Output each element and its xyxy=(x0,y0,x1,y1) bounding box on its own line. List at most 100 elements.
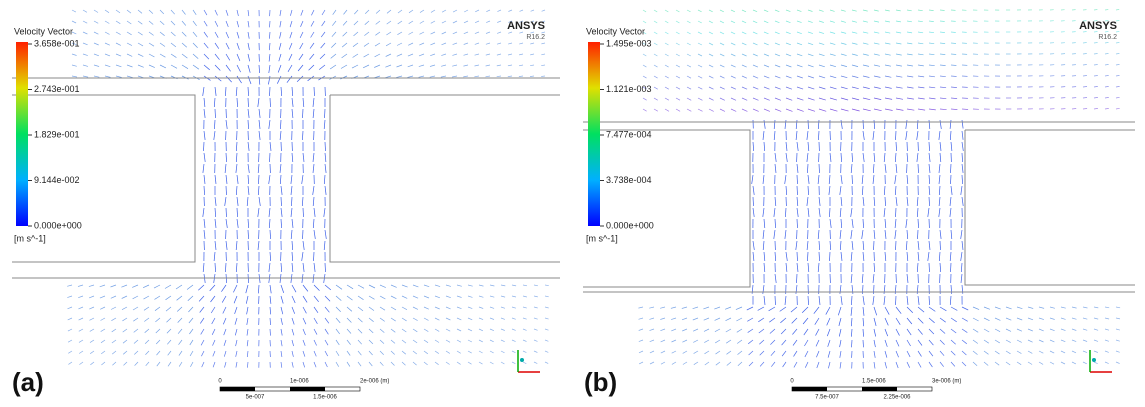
vector-arrow xyxy=(166,328,172,334)
vector-arrow xyxy=(895,295,897,306)
vector-arrow xyxy=(917,97,925,100)
vector-arrow xyxy=(807,20,813,23)
vector-arrow xyxy=(638,339,644,342)
vector-arrow xyxy=(145,361,150,367)
vector-arrow xyxy=(939,350,945,356)
vector-arrow xyxy=(137,31,143,36)
vector-arrow xyxy=(302,328,306,336)
vector-arrow xyxy=(851,152,853,163)
vector-arrow xyxy=(346,328,352,334)
vector-arrow xyxy=(675,9,680,13)
vector-arrow xyxy=(906,20,912,23)
vector-arrow xyxy=(961,196,964,206)
vector-arrow xyxy=(475,9,480,13)
vector-arrow xyxy=(489,339,494,343)
vector-arrow xyxy=(906,339,911,347)
vector-arrow xyxy=(82,53,88,56)
vector-arrow xyxy=(511,361,516,365)
vector-arrow xyxy=(708,75,714,79)
vector-arrow xyxy=(741,97,748,101)
vector-arrow xyxy=(795,119,798,130)
vector-arrow xyxy=(1027,339,1033,343)
vector-arrow xyxy=(111,339,117,344)
vector-arrow xyxy=(170,20,176,26)
vector-arrow xyxy=(187,295,194,302)
vector-arrow xyxy=(785,108,793,112)
vector-arrow xyxy=(939,119,942,129)
vector-arrow xyxy=(741,64,747,68)
vector-arrow xyxy=(78,328,84,332)
vector-arrow xyxy=(895,42,902,45)
vector-arrow xyxy=(741,9,747,13)
vector-arrow xyxy=(1093,108,1098,110)
vector-arrow xyxy=(390,317,396,322)
vector-arrow xyxy=(928,141,930,152)
vector-arrow xyxy=(268,119,271,129)
vector-arrow xyxy=(247,361,249,368)
vector-arrow xyxy=(214,9,218,16)
scale-label: 0 xyxy=(218,379,222,385)
vector-arrow xyxy=(412,339,418,344)
vector-arrow xyxy=(214,53,220,60)
vector-arrow xyxy=(302,207,304,218)
vector-arrow xyxy=(697,108,703,112)
vector-arrow xyxy=(1082,306,1088,309)
vector-arrow xyxy=(894,152,897,163)
vector-arrow xyxy=(279,31,282,39)
vector-arrow xyxy=(807,163,809,174)
vector-arrow xyxy=(203,185,205,196)
vector-arrow xyxy=(763,141,766,152)
vector-arrow xyxy=(752,75,759,79)
vector-arrow xyxy=(423,284,430,288)
vector-arrow xyxy=(916,119,919,130)
vector-arrow xyxy=(221,284,227,292)
vector-arrow xyxy=(671,328,677,332)
vector-arrow xyxy=(826,328,831,337)
vector-arrow xyxy=(917,251,920,262)
vector-arrow xyxy=(1016,350,1022,354)
vector-arrow xyxy=(302,295,308,303)
vector-arrow xyxy=(818,130,820,141)
vector-arrow xyxy=(280,339,283,347)
vector-arrow xyxy=(862,130,865,140)
vector-arrow xyxy=(137,20,143,25)
vector-arrow xyxy=(905,240,908,251)
vector-arrow xyxy=(397,31,403,36)
vector-arrow xyxy=(500,284,506,287)
vector-arrow xyxy=(313,328,318,335)
vector-arrow xyxy=(693,339,699,343)
vector-arrow xyxy=(159,53,166,58)
vector-arrow xyxy=(225,207,227,218)
vector-arrow xyxy=(258,196,261,206)
vector-arrow xyxy=(972,350,978,355)
vector-arrow xyxy=(401,284,408,288)
vector-arrow xyxy=(541,64,546,67)
vector-arrow xyxy=(456,350,461,354)
vector-arrow xyxy=(928,119,931,130)
vector-arrow xyxy=(258,130,261,140)
vector-arrow xyxy=(511,317,516,320)
vector-arrow xyxy=(441,64,447,67)
vector-arrow xyxy=(840,108,849,112)
vector-arrow xyxy=(419,31,425,35)
vector-arrow xyxy=(301,174,304,184)
vector-arrow xyxy=(653,108,658,112)
vector-arrow xyxy=(675,86,681,90)
vector-arrow xyxy=(763,86,770,90)
vector-arrow xyxy=(763,218,766,229)
vector-arrow xyxy=(115,9,121,14)
vector-arrow xyxy=(950,185,953,195)
vector-arrow xyxy=(324,141,326,152)
vector-arrow xyxy=(1038,317,1045,320)
vector-arrow xyxy=(1005,317,1012,321)
vector-arrow xyxy=(111,350,117,355)
vector-arrow xyxy=(769,328,776,334)
vector-arrow xyxy=(807,64,814,68)
vector-arrow xyxy=(224,163,227,174)
vector-arrow xyxy=(544,339,549,342)
vector-arrow xyxy=(660,361,666,365)
vector-arrow xyxy=(452,64,458,67)
vector-arrow xyxy=(396,53,403,57)
vector-arrow xyxy=(71,31,77,35)
vector-arrow xyxy=(697,97,703,101)
